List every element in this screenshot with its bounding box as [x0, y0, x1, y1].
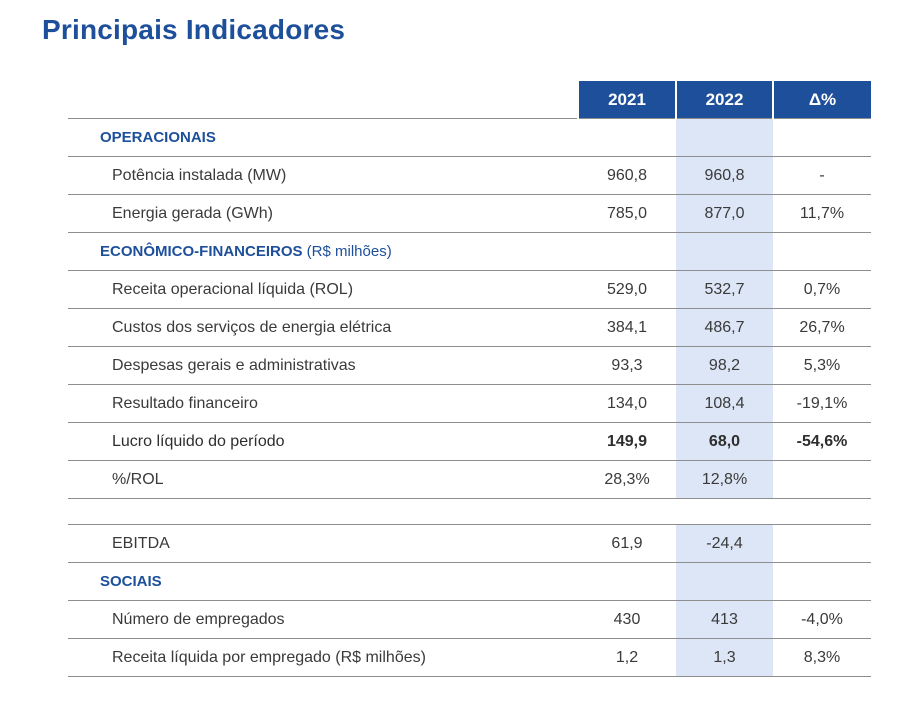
section-row-sociais: SOCIAIS	[68, 562, 871, 601]
table-row: Receita operacional líquida (ROL) 529,0 …	[68, 270, 871, 309]
cell-2021: 134,0	[578, 384, 676, 423]
row-label: EBITDA	[68, 524, 578, 563]
header-delta: Δ%	[772, 81, 871, 119]
cell-delta: 8,3%	[773, 638, 871, 677]
table-row: Lucro líquido do período 149,9 68,0 -54,…	[68, 422, 871, 461]
cell-delta: 11,7%	[773, 194, 871, 233]
table-row: Número de empregados 430 413 -4,0%	[68, 600, 871, 639]
row-label: Potência instalada (MW)	[68, 156, 578, 195]
cell-2021: 61,9	[578, 524, 676, 563]
cell-2022: 12,8%	[676, 460, 773, 499]
cell-delta: -19,1%	[773, 384, 871, 423]
row-label: Custos dos serviços de energia elétrica	[68, 308, 578, 347]
cell-2021: 384,1	[578, 308, 676, 347]
section-row-economico: ECONÔMICO-FINANCEIROS (R$ milhões)	[68, 232, 871, 271]
cell-delta: -4,0%	[773, 600, 871, 639]
table-row: Receita líquida por empregado (R$ milhõe…	[68, 638, 871, 677]
header-blank	[68, 81, 578, 119]
cell-2022: 486,7	[676, 308, 773, 347]
page-title: Principais Indicadores	[42, 14, 346, 45]
header-row: 2021 2022 Δ%	[68, 81, 871, 119]
header-2021: 2021	[577, 81, 676, 119]
row-label: %/ROL	[68, 460, 578, 499]
cell-2022: 877,0	[676, 194, 773, 233]
section-label: ECONÔMICO-FINANCEIROS (R$ milhões)	[68, 232, 578, 271]
cell-2022: 108,4	[676, 384, 773, 423]
cell-2022: 413	[676, 600, 773, 639]
table-row: Despesas gerais e administrativas 93,3 9…	[68, 346, 871, 385]
row-label: Receita operacional líquida (ROL)	[68, 270, 578, 309]
row-label: Resultado financeiro	[68, 384, 578, 423]
section-row-operacionais: OPERACIONAIS	[68, 118, 871, 157]
cell-2022: 532,7	[676, 270, 773, 309]
cell-2022: 1,3	[676, 638, 773, 677]
cell-2021: 93,3	[578, 346, 676, 385]
table-row: Potência instalada (MW) 960,8 960,8 -	[68, 156, 871, 195]
header-2022: 2022	[675, 81, 773, 119]
row-label: Número de empregados	[68, 600, 578, 639]
table-row: %/ROL 28,3% 12,8%	[68, 460, 871, 499]
cell-2021: 28,3%	[578, 460, 676, 499]
table-row: Resultado financeiro 134,0 108,4 -19,1%	[68, 384, 871, 423]
indicators-table: 2021 2022 Δ% OPERACIONAIS Potência insta…	[68, 81, 871, 677]
cell-2021: 960,8	[578, 156, 676, 195]
row-label: Lucro líquido do período	[68, 422, 578, 461]
table-row: EBITDA 61,9 -24,4	[68, 524, 871, 563]
cell-delta: 0,7%	[773, 270, 871, 309]
cell-delta: -54,6%	[773, 422, 871, 461]
row-label: Receita líquida por empregado (R$ milhõe…	[68, 638, 578, 677]
table-row: Energia gerada (GWh) 785,0 877,0 11,7%	[68, 194, 871, 233]
cell-2022: 960,8	[676, 156, 773, 195]
cell-2021: 529,0	[578, 270, 676, 309]
cell-2021: 1,2	[578, 638, 676, 677]
section-label: SOCIAIS	[68, 562, 578, 601]
cell-delta: 26,7%	[773, 308, 871, 347]
cell-2021: 785,0	[578, 194, 676, 233]
section-label: OPERACIONAIS	[68, 118, 578, 157]
cell-delta: -	[773, 156, 871, 195]
table-row: Custos dos serviços de energia elétrica …	[68, 308, 871, 347]
row-label: Energia gerada (GWh)	[68, 194, 578, 233]
section-unit: (R$ milhões)	[306, 243, 392, 260]
section-title: ECONÔMICO-FINANCEIROS	[100, 243, 303, 260]
cell-2022: -24,4	[676, 524, 773, 563]
cell-delta	[773, 524, 871, 563]
cell-delta: 5,3%	[773, 346, 871, 385]
cell-2021: 149,9	[578, 422, 676, 461]
cell-delta	[773, 460, 871, 499]
cell-2021: 430	[578, 600, 676, 639]
row-label: Despesas gerais e administrativas	[68, 346, 578, 385]
spacer-row	[68, 498, 871, 525]
cell-2022: 98,2	[676, 346, 773, 385]
cell-2022: 68,0	[676, 422, 773, 461]
